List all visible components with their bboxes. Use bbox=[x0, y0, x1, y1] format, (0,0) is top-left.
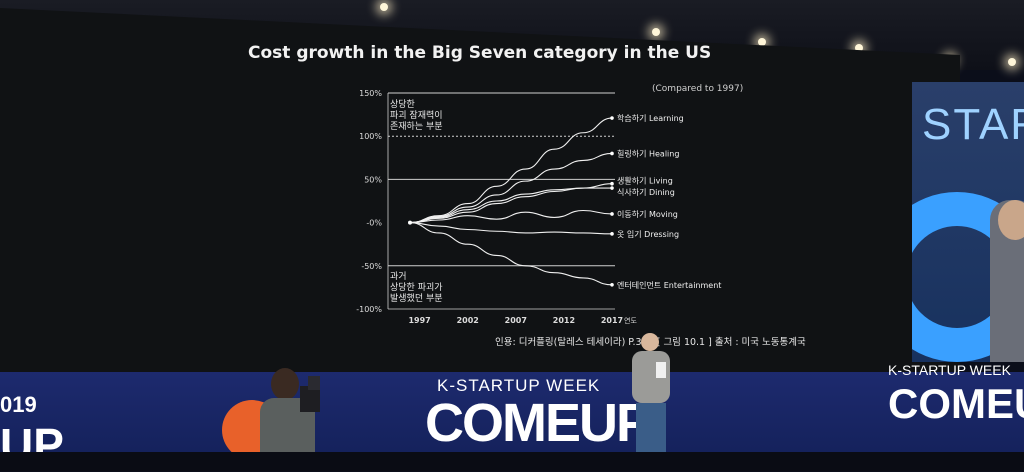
series-label: 엔터테인먼트 Entertainment bbox=[617, 280, 721, 290]
series-labels: 학습하기 Learning 힐링하기 Healing 생활하기 Living식사하기… bbox=[617, 113, 721, 290]
series-label: 힐링하기 Healing bbox=[617, 148, 679, 158]
series-line bbox=[409, 187, 612, 224]
y-axis-ticks: 150% 100% 50% -0% -50% -100% bbox=[356, 89, 382, 314]
series-endpoint bbox=[610, 116, 614, 120]
series-label: 생활하기 Living bbox=[617, 176, 673, 186]
annotation-bottom: 과거 상당한 파괴가 발생했던 부분 bbox=[390, 271, 443, 304]
side-banner-logo: COMEUP bbox=[888, 380, 1024, 427]
annotation-line: 과거 bbox=[390, 271, 407, 282]
year-fragment: 019 bbox=[0, 392, 37, 417]
series-label: 이동하기 Moving bbox=[617, 209, 678, 219]
annotation-line: 상당한 파괴가 bbox=[390, 282, 443, 293]
side-banner-week: K-STARTUP WEEK bbox=[888, 362, 1011, 378]
series-endpoint bbox=[610, 181, 614, 186]
annotation-line: 발생했던 부분 bbox=[390, 292, 443, 304]
series-line bbox=[409, 209, 613, 224]
x-tick-label: 2002 bbox=[457, 316, 479, 325]
series-label: 식사하기 Dining bbox=[617, 187, 675, 197]
slide-subtitle: (Compared to 1997) bbox=[652, 84, 744, 94]
annotation-top: 상당한 파괴 잠재력이 존재하는 부분 bbox=[390, 99, 443, 132]
origin-point bbox=[408, 220, 412, 225]
stage-light bbox=[380, 3, 388, 11]
chart-series bbox=[408, 116, 614, 287]
series-line bbox=[409, 152, 613, 224]
speaker bbox=[632, 333, 670, 471]
y-tick-label: 100% bbox=[359, 132, 382, 141]
x-tick-label: 1997 bbox=[408, 316, 430, 325]
annotation-line: 상당한 bbox=[390, 99, 415, 110]
y-tick-label: -100% bbox=[356, 305, 382, 314]
series-line bbox=[409, 117, 613, 224]
chart-annotations: 상당한 파괴 잠재력이 존재하는 부분 과거 상당한 파괴가 발생했던 부분 bbox=[390, 99, 443, 304]
series-endpoint bbox=[610, 212, 614, 216]
y-tick-label: -50% bbox=[361, 262, 382, 271]
side-screen-head bbox=[998, 200, 1024, 240]
x-tick-label: 2007 bbox=[505, 316, 527, 325]
y-tick-label: 150% bbox=[359, 89, 382, 98]
x-axis-unit: 연도 bbox=[624, 317, 637, 325]
x-tick-label: 2017 bbox=[601, 316, 623, 325]
slide-title: Cost growth in the Big Seven category in… bbox=[248, 43, 712, 63]
series-endpoint bbox=[610, 283, 614, 287]
stage-light bbox=[652, 28, 660, 36]
side-screen-text: START bbox=[922, 100, 1024, 149]
series-label: 옷 입기 Dressing bbox=[617, 230, 679, 239]
series-endpoint bbox=[610, 186, 614, 190]
chart-grid bbox=[387, 92, 615, 310]
y-tick-label: -0% bbox=[366, 219, 382, 228]
line-chart: 150% 100% 50% -0% -50% -100% 1997 2002 2007 2012… bbox=[356, 89, 721, 325]
stage-floor bbox=[0, 452, 1024, 471]
series-label: 학습하기 Learning bbox=[617, 113, 684, 123]
projection-screen bbox=[0, 0, 960, 372]
stage-light bbox=[1008, 58, 1016, 66]
series-endpoint bbox=[610, 232, 614, 236]
stage-light bbox=[855, 44, 863, 52]
side-screen: START bbox=[912, 82, 1024, 362]
annotation-line: 존재하는 부분 bbox=[390, 121, 443, 132]
series-endpoint bbox=[610, 151, 614, 156]
x-axis-ticks: 1997 2002 2007 2012 2017 연도 bbox=[408, 316, 637, 325]
annotation-line: 파괴 잠재력이 bbox=[390, 109, 443, 121]
y-tick-label: 50% bbox=[364, 175, 382, 184]
banner-week: K-STARTUP WEEK bbox=[437, 376, 601, 395]
banner-logo: COMEUP bbox=[425, 393, 652, 453]
series-line bbox=[409, 222, 613, 235]
series-line bbox=[409, 222, 613, 286]
x-tick-label: 2012 bbox=[553, 316, 575, 325]
stage-light bbox=[758, 38, 766, 46]
